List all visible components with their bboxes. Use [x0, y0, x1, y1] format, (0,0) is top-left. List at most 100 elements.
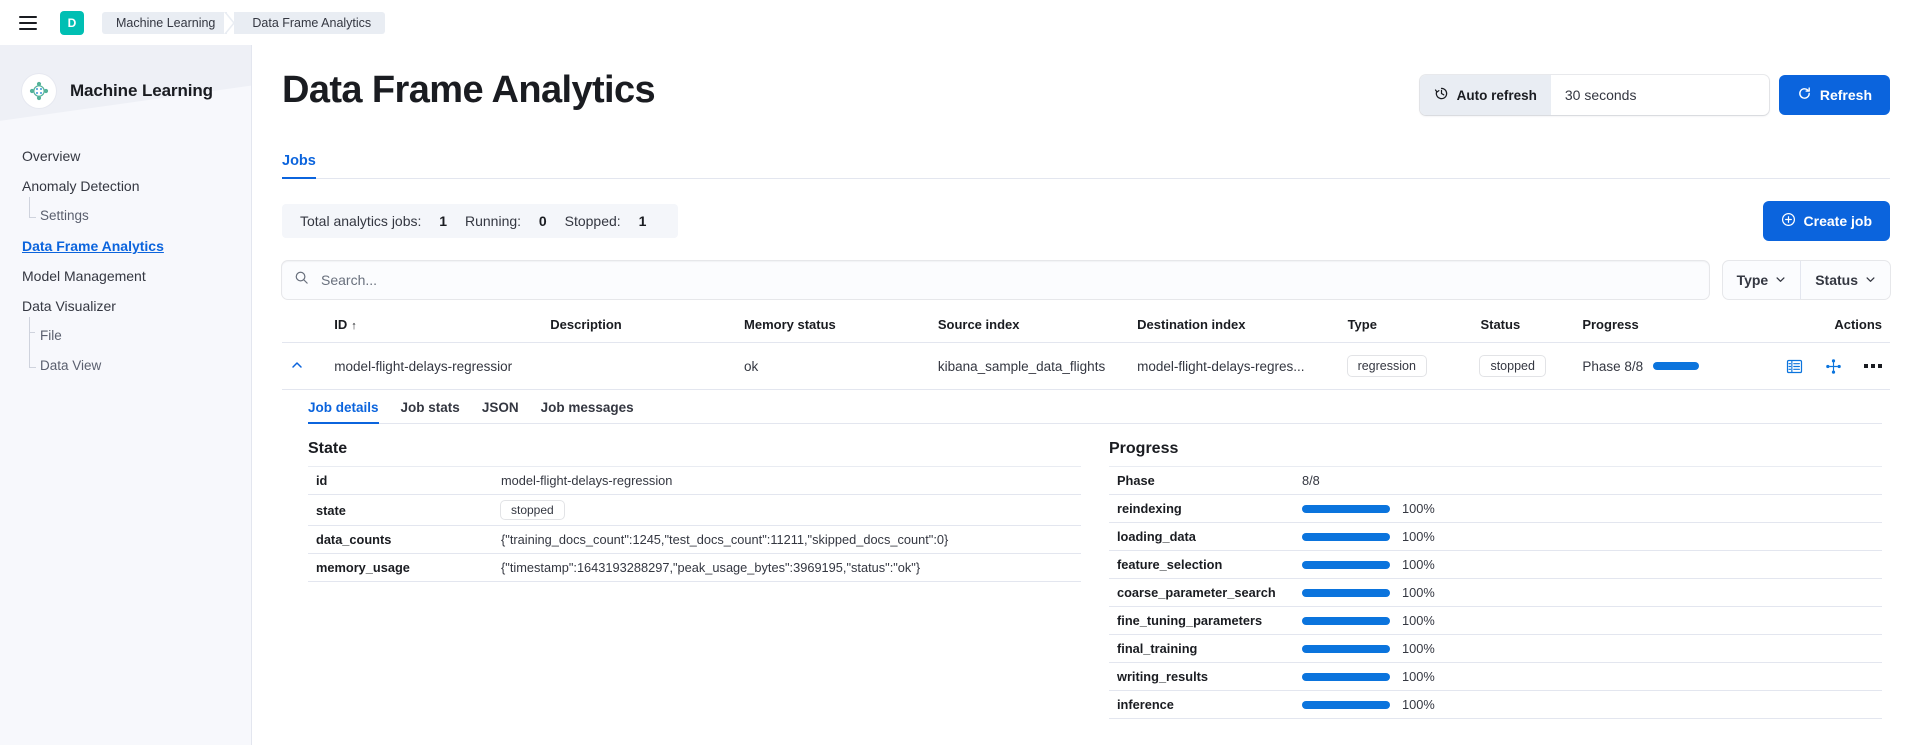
sidebar-title: Machine Learning [70, 81, 213, 100]
progress-phase-label: Phase 8/8 [1582, 358, 1644, 374]
tab-job-stats[interactable]: Job stats [400, 400, 460, 415]
progress-percent-label: 100% [1402, 585, 1435, 600]
progress-row-phase: Phase 8/8 [1109, 466, 1882, 495]
auto-refresh-interval-input[interactable]: 30 seconds [1564, 87, 1637, 103]
header-controls: Auto refresh 30 seconds Refresh [1419, 75, 1890, 115]
sidebar-item-data-frame-analytics[interactable]: Data Frame Analytics [22, 238, 164, 254]
arrow-up-icon: ↑ [351, 320, 357, 332]
filter-type-button[interactable]: Type [1723, 261, 1801, 299]
auto-refresh-button[interactable]: Auto refresh [1419, 75, 1551, 115]
column-id[interactable]: ID ↑ [326, 317, 543, 343]
sidebar-item-model-management[interactable]: Model Management [22, 268, 146, 284]
progress-row-fine-tuning-parameters: fine_tuning_parameters 100% [1109, 606, 1882, 635]
progress-percent-label: 100% [1402, 641, 1435, 656]
create-job-button[interactable]: Create job [1762, 201, 1890, 241]
state-key-id: id [308, 466, 493, 495]
progress-value-phase: 8/8 [1294, 466, 1882, 495]
stopped-jobs-value: 1 [638, 213, 647, 229]
column-type[interactable]: Type [1339, 317, 1473, 343]
space-avatar[interactable]: D [60, 10, 84, 35]
search-row: Type Status [282, 261, 1890, 299]
state-row-memory-usage: memory_usage {"timestamp":1643193288297,… [308, 553, 1081, 582]
column-description[interactable]: Description [542, 317, 737, 343]
progress-key-coarse-parameter-search: coarse_parameter_search [1109, 578, 1294, 607]
sidebar-item-file[interactable]: File [0, 317, 251, 351]
chevron-down-icon [1865, 272, 1876, 288]
progress-percent-label: 100% [1402, 557, 1435, 572]
type-badge: regression [1347, 356, 1426, 376]
expanded-details-row: Job details Job stats JSON Job messages … [282, 390, 1890, 719]
progress-value-coarse-parameter-search: 100% [1294, 578, 1882, 607]
hamburger-menu-icon[interactable] [8, 5, 48, 41]
view-results-icon[interactable] [1786, 358, 1803, 375]
sidebar-item-overview[interactable]: Overview [22, 148, 81, 164]
column-status[interactable]: Status [1472, 317, 1575, 343]
search-icon [294, 270, 309, 290]
sidebar-item-data-view[interactable]: Data View [0, 347, 251, 381]
tab-job-details[interactable]: Job details [308, 400, 379, 424]
sidebar-item-settings[interactable]: Settings [0, 197, 251, 231]
analyze-map-icon[interactable] [1825, 358, 1842, 375]
breadcrumb-item-machine-learning[interactable]: Machine Learning [102, 11, 228, 34]
progress-value-loading-data: 100% [1294, 522, 1882, 551]
refresh-button-label: Refresh [1819, 87, 1872, 103]
row-expand-cell [282, 342, 327, 390]
filter-group: Type Status [1722, 261, 1890, 299]
cell-status: stopped [1472, 342, 1575, 390]
state-value-state-cell: stopped [493, 494, 1081, 526]
job-details-panel: Job details Job stats JSON Job messages … [282, 390, 1890, 719]
progress-row-loading-data: loading_data 100% [1109, 522, 1882, 551]
progress-row-reindexing: reindexing 100% [1109, 494, 1882, 523]
progress-bar [1302, 644, 1390, 653]
running-jobs-label: Running: [464, 213, 522, 229]
progress-key-writing-results: writing_results [1109, 662, 1294, 691]
column-destination-index[interactable]: Destination index [1129, 317, 1340, 343]
refresh-icon [1797, 86, 1812, 104]
breadcrumb-separator-icon [224, 11, 236, 34]
search-input[interactable] [319, 271, 1697, 289]
progress-bar [1302, 532, 1390, 541]
column-memory-status[interactable]: Memory status [736, 317, 930, 343]
column-source-index[interactable]: Source index [929, 317, 1130, 343]
state-row-id: id model-flight-delays-regression [308, 466, 1081, 495]
chevron-up-icon[interactable] [290, 358, 304, 375]
auto-refresh-label: Auto refresh [1456, 87, 1537, 103]
progress-percent-label: 100% [1402, 697, 1435, 712]
progress-percent-label: 100% [1402, 669, 1435, 684]
cell-destination-index: model-flight-delays-regres... [1129, 342, 1340, 390]
job-details-tabs: Job details Job stats JSON Job messages [308, 390, 1882, 424]
progress-row-writing-results: writing_results 100% [1109, 662, 1882, 691]
column-actions: Actions [1757, 317, 1890, 343]
table-row[interactable]: model-flight-delays-regressior ok kibana… [282, 342, 1890, 390]
more-actions-icon[interactable] [1864, 364, 1882, 368]
progress-value-fine-tuning-parameters: 100% [1294, 606, 1882, 635]
column-progress[interactable]: Progress [1574, 317, 1758, 343]
page-tabs: Jobs [282, 141, 1890, 179]
cell-description [542, 342, 737, 390]
stopped-jobs-label: Stopped: [564, 213, 621, 229]
progress-value-reindexing: 100% [1294, 494, 1882, 523]
tab-job-messages[interactable]: Job messages [540, 400, 634, 415]
progress-value-feature-selection: 100% [1294, 550, 1882, 579]
cell-actions [1757, 342, 1890, 390]
sidebar: Machine Learning Overview Anomaly Detect… [0, 45, 252, 745]
sidebar-nav: Overview Anomaly Detection Settings Data… [0, 141, 251, 381]
search-box[interactable] [282, 261, 1709, 299]
tab-jobs[interactable]: Jobs [282, 153, 316, 179]
create-job-label: Create job [1803, 213, 1872, 229]
progress-key-reindexing: reindexing [1109, 494, 1294, 523]
state-panel: State id model-flight-delays-regression [308, 440, 1081, 719]
tab-json[interactable]: JSON [481, 400, 519, 415]
machine-learning-icon [22, 74, 56, 108]
refresh-button[interactable]: Refresh [1778, 75, 1890, 115]
sidebar-item-anomaly-detection[interactable]: Anomaly Detection [22, 178, 140, 194]
total-jobs-value: 1 [439, 213, 448, 229]
sidebar-item-data-visualizer[interactable]: Data Visualizer [22, 298, 116, 314]
progress-percent-label: 100% [1402, 501, 1435, 516]
analytics-jobs-table: ID ↑ Description Memory status Source ind… [282, 317, 1890, 719]
progress-row-coarse-parameter-search: coarse_parameter_search 100% [1109, 578, 1882, 607]
filter-status-button[interactable]: Status [1800, 261, 1890, 299]
state-row-state: state stopped [308, 494, 1081, 526]
column-expand [282, 317, 327, 343]
breadcrumb-item-data-frame-analytics[interactable]: Data Frame Analytics [234, 11, 386, 34]
